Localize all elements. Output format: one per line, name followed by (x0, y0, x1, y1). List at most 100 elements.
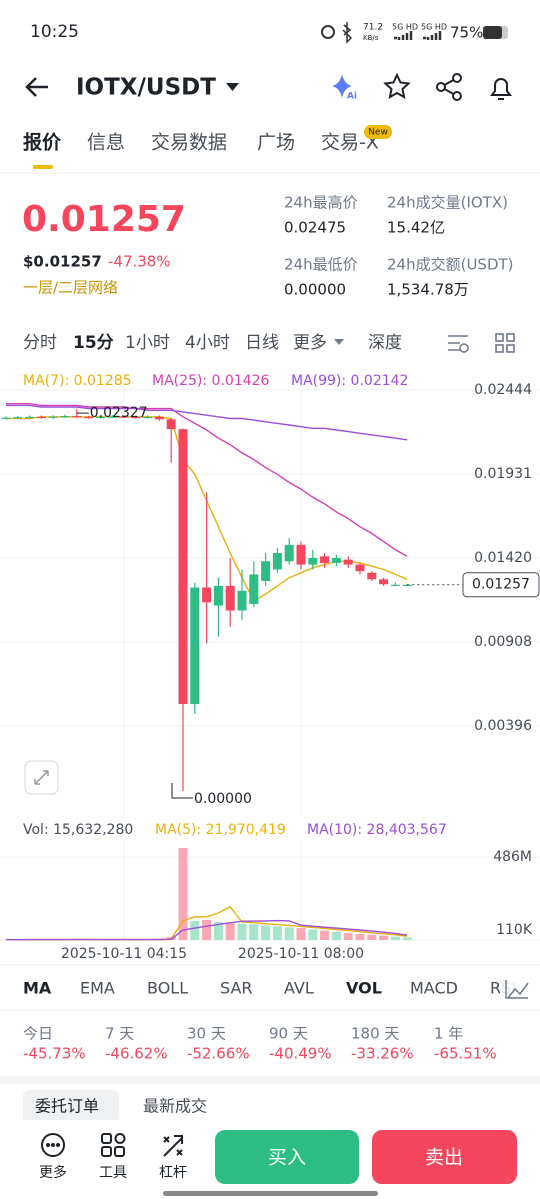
candle-body (225, 585, 235, 611)
alarm-icon (321, 25, 335, 39)
candle-body (131, 417, 141, 419)
favorite-button[interactable] (383, 72, 411, 99)
period-change: -33.26% (351, 1045, 414, 1063)
order-tab[interactable]: 最新成交 (143, 1097, 207, 1116)
nav-label[interactable]: 更多 (39, 1164, 67, 1181)
timeframe[interactable]: 4小时 (185, 333, 230, 353)
price-change: -47.38% (108, 253, 171, 271)
net-speed: 71.2 (363, 23, 383, 33)
y-tick-label: 0.00908 (474, 634, 532, 650)
signal-1 (394, 31, 413, 40)
max-label: 0.02327 (90, 405, 148, 421)
period-change: -52.66% (187, 1045, 250, 1063)
min-label: 0.00000 (194, 791, 252, 807)
y-tick-label: 0.01420 (474, 550, 532, 566)
last-price-box (462, 572, 540, 598)
candle-body (178, 429, 188, 705)
volume-bar (237, 923, 247, 940)
order-tab-active[interactable] (23, 1090, 119, 1122)
timeframe[interactable]: 15分 (73, 333, 114, 353)
candle-body (48, 416, 58, 418)
new-badge-text: New (368, 128, 388, 138)
timeframe[interactable]: 日线 (245, 333, 279, 353)
volume-legend: Vol: 15,632,280 (23, 822, 133, 838)
indicator-tab[interactable]: MA (23, 979, 52, 998)
volume-ma-legend: MA(5): 21,970,419 (155, 822, 286, 838)
layout-button[interactable] (495, 333, 515, 353)
last-price-label: 0.01257 (472, 577, 530, 593)
timeframe[interactable]: 更多 (293, 333, 327, 353)
fullscreen-button[interactable] (24, 760, 59, 795)
tab[interactable]: 信息 (87, 132, 125, 154)
timeframe[interactable]: 1小时 (125, 333, 170, 353)
sell-label: 卖出 (425, 1147, 463, 1169)
indicator-tab[interactable]: BOLL (147, 979, 188, 998)
indicator-tab[interactable]: VOL (346, 979, 382, 998)
period-label: 90 天 (269, 1025, 308, 1043)
alert-button[interactable] (490, 78, 512, 100)
tab[interactable]: 报价 (23, 131, 62, 154)
period-change: -46.62% (105, 1045, 168, 1063)
stat-label: 24h成交量(IOTX) (387, 194, 508, 212)
network-1: 5G HD (392, 23, 418, 32)
buy-button[interactable] (215, 1130, 359, 1184)
stat-value: 0.02475 (284, 219, 346, 237)
candle-body (36, 416, 46, 419)
buy-label: 买入 (268, 1147, 306, 1169)
back-button[interactable] (25, 77, 48, 97)
chart-settings[interactable] (448, 335, 469, 353)
battery-level: 75% (450, 24, 483, 42)
ai-icon[interactable] (332, 74, 352, 98)
new-badge (364, 125, 392, 139)
volume-bar (190, 920, 200, 940)
volume-bar (367, 934, 377, 940)
volume-bar (202, 919, 212, 940)
volume-ma-legend: MA(10): 28,403,567 (307, 822, 447, 838)
tab[interactable]: 广场 (257, 132, 295, 154)
tab[interactable]: 交易-X (321, 132, 379, 154)
indicator-settings[interactable] (505, 980, 529, 999)
pair-title[interactable]: IOTX/USDT (76, 75, 216, 101)
candle-body (296, 544, 306, 565)
usd-price: $0.01257 (23, 253, 102, 271)
volume-bar (355, 933, 365, 940)
timeframe[interactable]: 分时 (23, 333, 57, 353)
y-tick-label: 110K (496, 922, 533, 938)
ma-line (6, 404, 408, 441)
tab[interactable]: 交易数据 (151, 132, 227, 154)
ai-label: Ai (347, 92, 357, 102)
volume-bar (390, 936, 400, 940)
nav-label[interactable]: 杠杆 (159, 1165, 187, 1181)
candle-body (166, 419, 176, 430)
stat-value: 1,534.78万 (387, 281, 469, 299)
period-change: -40.49% (269, 1045, 332, 1063)
ma-legend: MA(7): 0.01285 (23, 373, 132, 389)
period-label: 今日 (23, 1025, 53, 1043)
candle-body (237, 590, 247, 611)
sell-button[interactable] (372, 1130, 517, 1184)
indicator-tab[interactable]: MACD (410, 979, 458, 998)
period-change: -45.73% (23, 1045, 86, 1063)
y-tick-label: 0.00396 (474, 718, 532, 734)
nav-label[interactable]: 工具 (99, 1165, 127, 1181)
volume-bar (343, 932, 353, 940)
network-tag[interactable]: 一层/二层网络 (23, 279, 118, 297)
x-tick-label: 2025-10-11 04:15 (61, 946, 187, 962)
candle-body (72, 416, 82, 418)
candle-body (343, 559, 353, 565)
share-button[interactable] (436, 73, 462, 101)
more-dropdown[interactable] (334, 339, 344, 345)
candle-body (119, 416, 129, 418)
volume-bar (320, 930, 330, 940)
candle-body (367, 572, 377, 580)
indicator-tab[interactable]: AVL (284, 979, 314, 998)
pair-dropdown[interactable] (226, 83, 239, 91)
indicator-tab[interactable]: EMA (80, 979, 115, 998)
candle-body (355, 564, 365, 572)
order-tab[interactable]: 委托订单 (35, 1097, 99, 1116)
timeframe[interactable]: 深度 (368, 333, 402, 353)
indicator-tab[interactable]: SAR (220, 979, 253, 998)
period-change: -65.51% (434, 1045, 497, 1063)
